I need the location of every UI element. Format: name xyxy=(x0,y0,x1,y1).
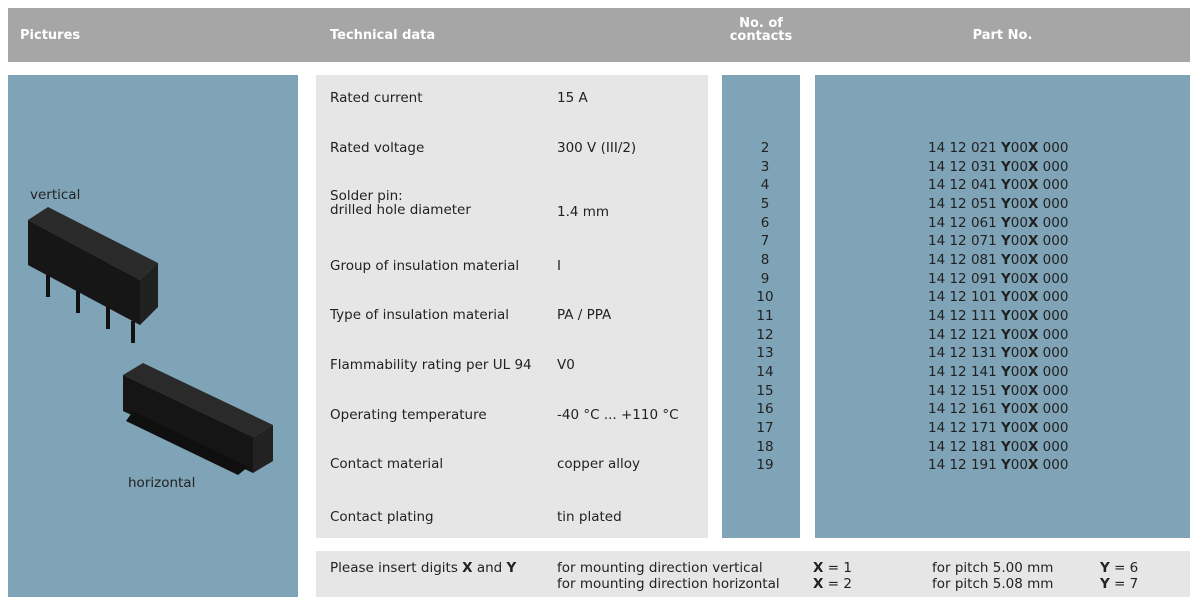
contact-count: 7 xyxy=(760,233,770,250)
connector-drawings xyxy=(28,207,273,475)
part-number: 14 12 161 Y00X 000 xyxy=(928,401,1069,418)
contact-count: 18 xyxy=(756,438,774,455)
contact-count: 16 xyxy=(756,401,774,418)
contact-count: 14 xyxy=(756,363,774,380)
part-no-list: 14 12 021 Y00X 000 14 12 031 Y00X 000 14 1… xyxy=(928,139,1068,475)
header-part-no: Part No. xyxy=(972,28,1033,43)
tech-value: tin plated xyxy=(557,509,622,525)
header-bar xyxy=(8,8,1190,62)
contact-count: 6 xyxy=(760,214,770,231)
tech-value: V0 xyxy=(557,357,575,373)
tech-value: 300 V (III/2) xyxy=(557,140,637,156)
tech-value: -40 °C ... +110 °C xyxy=(557,407,679,423)
contacts-list: 2 3 4 5 6 7 8 9 10 11 12 13 14 15 16 17 18 19 xyxy=(722,139,808,475)
tech-value: PA / PPA xyxy=(557,307,612,323)
tech-value: copper alloy xyxy=(557,456,640,472)
contact-count: 13 xyxy=(756,345,774,362)
tech-label: Group of insulation material xyxy=(330,258,520,274)
footer-cell: for mounting direction horizontal xyxy=(557,576,780,592)
contact-count: 17 xyxy=(756,419,774,436)
contact-count: 11 xyxy=(756,307,774,324)
part-number: 14 12 101 Y00X 000 xyxy=(928,289,1069,306)
footer-cell: Y = 7 xyxy=(1100,576,1139,592)
part-number: 14 12 091 Y00X 000 xyxy=(928,270,1069,287)
header-technical-data: Technical data xyxy=(330,28,436,43)
footer-cell: for pitch 5.00 mm xyxy=(932,560,1054,576)
footer-cell: for pitch 5.08 mm xyxy=(932,576,1054,592)
label-horizontal: horizontal xyxy=(128,475,196,491)
part-number: 14 12 151 Y00X 000 xyxy=(928,382,1069,399)
header-pictures: Pictures xyxy=(20,28,81,43)
vertical-connector xyxy=(28,207,158,343)
contact-count: 19 xyxy=(756,457,774,474)
tech-value: 15 A xyxy=(557,90,588,106)
technical-data-panel: Rated current 15 A Rated voltage 300 V (III… xyxy=(316,75,708,538)
tech-label: Rated voltage xyxy=(330,140,425,156)
part-number: 14 12 181 Y00X 000 xyxy=(928,438,1069,455)
part-number: 14 12 111 Y00X 000 xyxy=(928,307,1069,324)
tech-value: 1.4 mm xyxy=(557,204,610,220)
part-number: 14 12 121 Y00X 000 xyxy=(928,326,1069,343)
part-number: 14 12 061 Y00X 000 xyxy=(928,214,1069,231)
tech-label: Rated current xyxy=(330,90,423,106)
label-vertical: vertical xyxy=(30,187,81,203)
contact-count: 8 xyxy=(760,251,770,268)
contact-count: 5 xyxy=(760,195,770,212)
tech-label: Type of insulation material xyxy=(330,307,510,323)
footer-note: Please insert digits X and Y xyxy=(330,560,517,576)
part-number: 14 12 141 Y00X 000 xyxy=(928,363,1069,380)
part-number: 14 12 131 Y00X 000 xyxy=(928,345,1069,362)
part-number: 14 12 041 Y00X 000 xyxy=(928,177,1069,194)
part-number: 14 12 191 Y00X 000 xyxy=(928,457,1069,474)
part-number: 14 12 021 Y00X 000 xyxy=(928,140,1069,156)
footer-cell: for mounting direction vertical xyxy=(557,560,763,576)
contact-count: 12 xyxy=(756,326,774,343)
part-number: 14 12 071 Y00X 000 xyxy=(928,233,1069,250)
contact-count: 9 xyxy=(760,270,770,287)
tech-label: Contact material xyxy=(330,456,444,472)
contact-count: 3 xyxy=(760,158,770,175)
tech-value: I xyxy=(557,258,561,274)
footer-cell: Y = 6 xyxy=(1100,560,1139,576)
contact-count: 2 xyxy=(760,140,770,156)
contact-count: 10 xyxy=(756,289,774,306)
footer-cell: X = 1 xyxy=(813,560,852,576)
part-number: 14 12 081 Y00X 000 xyxy=(928,251,1069,268)
pictures-panel xyxy=(8,75,298,597)
part-number: 14 12 051 Y00X 000 xyxy=(928,195,1069,212)
footer-cell: X = 2 xyxy=(813,576,852,592)
tech-label: Solder pin: drilled hole diameter xyxy=(330,188,471,218)
contacts-panel: 2 3 4 5 6 7 8 9 10 11 12 13 14 15 16 17 18 19 xyxy=(722,75,800,538)
contact-count: 15 xyxy=(756,382,774,399)
part-no-panel: 14 12 021 Y00X 000 14 12 031 Y00X 000 14 1… xyxy=(815,75,1190,538)
tech-label: Contact plating xyxy=(330,509,434,525)
footer-panel: Please insert digits X and Y for mountin… xyxy=(316,551,1190,597)
part-number: 14 12 031 Y00X 000 xyxy=(928,158,1069,175)
tech-label: Flammability rating per UL 94 xyxy=(330,357,532,373)
horizontal-connector xyxy=(123,363,273,475)
contact-count: 4 xyxy=(760,177,770,194)
header-contacts: No. of contacts xyxy=(729,16,793,44)
tech-label: Operating temperature xyxy=(330,407,487,423)
part-number: 14 12 171 Y00X 000 xyxy=(928,419,1069,436)
